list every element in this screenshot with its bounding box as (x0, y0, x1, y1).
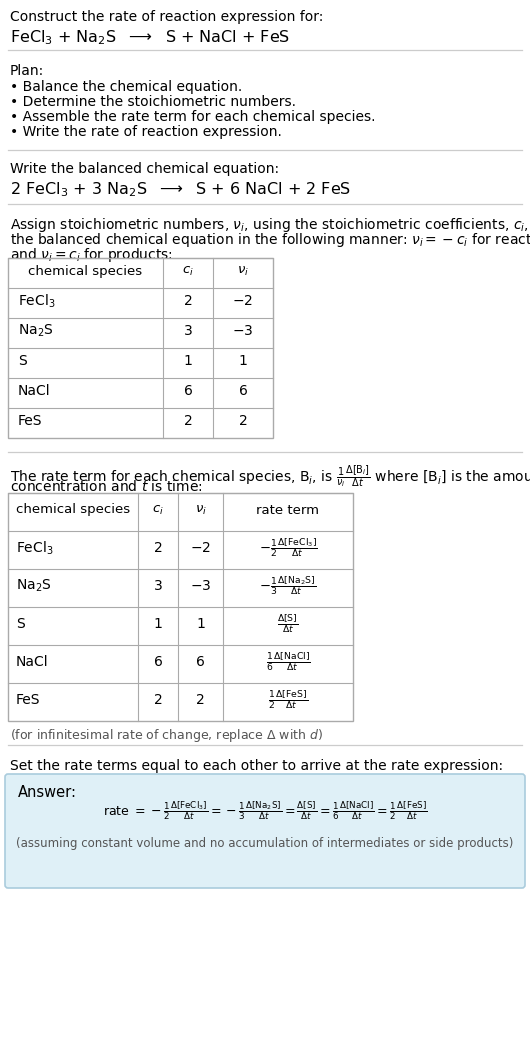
Text: $\nu_i$: $\nu_i$ (237, 265, 249, 277)
Text: The rate term for each chemical species, B$_i$, is $\frac{1}{\nu_i}\frac{\Delta[: The rate term for each chemical species,… (10, 464, 530, 490)
Text: the balanced chemical equation in the following manner: $\nu_i = -c_i$ for react: the balanced chemical equation in the fo… (10, 231, 530, 249)
Text: 6: 6 (196, 655, 205, 669)
Text: $-3$: $-3$ (232, 324, 254, 338)
Text: 2: 2 (183, 414, 192, 428)
Text: (assuming constant volume and no accumulation of intermediates or side products): (assuming constant volume and no accumul… (16, 837, 514, 849)
Text: FeCl$_3$ + Na$_2$S  $\longrightarrow$  S + NaCl + FeS: FeCl$_3$ + Na$_2$S $\longrightarrow$ S +… (10, 28, 290, 47)
Text: 6: 6 (238, 384, 248, 398)
Text: $\frac{1}{6}\frac{\Delta[\mathrm{NaCl}]}{\Delta t}$: $\frac{1}{6}\frac{\Delta[\mathrm{NaCl}]}… (266, 651, 311, 673)
Text: $\nu_i$: $\nu_i$ (195, 503, 207, 517)
Text: FeS: FeS (18, 414, 42, 428)
Text: 6: 6 (183, 384, 192, 398)
Text: 1: 1 (183, 354, 192, 368)
Text: chemical species: chemical species (29, 265, 143, 277)
Text: FeCl$_3$: FeCl$_3$ (18, 293, 56, 309)
Text: S: S (16, 617, 25, 631)
Text: chemical species: chemical species (16, 503, 130, 517)
Text: 2: 2 (154, 541, 162, 555)
Text: $c_i$: $c_i$ (152, 503, 164, 517)
Text: • Assemble the rate term for each chemical species.: • Assemble the rate term for each chemic… (10, 110, 375, 124)
Text: 2 FeCl$_3$ + 3 Na$_2$S  $\longrightarrow$  S + 6 NaCl + 2 FeS: 2 FeCl$_3$ + 3 Na$_2$S $\longrightarrow$… (10, 180, 351, 199)
Text: • Balance the chemical equation.: • Balance the chemical equation. (10, 80, 242, 94)
Text: rate $= -\frac{1}{2}\frac{\Delta[\mathrm{FeCl_3}]}{\Delta t} = -\frac{1}{3}\frac: rate $= -\frac{1}{2}\frac{\Delta[\mathrm… (103, 799, 427, 822)
Text: rate term: rate term (257, 503, 320, 517)
Text: Construct the rate of reaction expression for:: Construct the rate of reaction expressio… (10, 10, 323, 24)
Text: FeS: FeS (16, 693, 40, 708)
Text: 6: 6 (154, 655, 162, 669)
Text: 2: 2 (238, 414, 248, 428)
Text: Plan:: Plan: (10, 64, 44, 78)
Text: Na$_2$S: Na$_2$S (16, 578, 51, 594)
Text: Na$_2$S: Na$_2$S (18, 323, 54, 340)
Text: $-2$: $-2$ (233, 294, 253, 308)
FancyBboxPatch shape (5, 774, 525, 888)
Text: 3: 3 (154, 579, 162, 593)
Text: NaCl: NaCl (16, 655, 49, 669)
Text: • Determine the stoichiometric numbers.: • Determine the stoichiometric numbers. (10, 95, 296, 109)
Text: (for infinitesimal rate of change, replace Δ with $d$): (for infinitesimal rate of change, repla… (10, 727, 323, 744)
Text: 1: 1 (154, 617, 162, 631)
Text: $-\frac{1}{3}\frac{\Delta[\mathrm{Na_2S}]}{\Delta t}$: $-\frac{1}{3}\frac{\Delta[\mathrm{Na_2S}… (259, 574, 316, 597)
Text: $\frac{1}{2}\frac{\Delta[\mathrm{FeS}]}{\Delta t}$: $\frac{1}{2}\frac{\Delta[\mathrm{FeS}]}{… (268, 689, 308, 711)
Text: 2: 2 (196, 693, 205, 708)
Bar (8, 258, 273, 438)
Text: 2: 2 (154, 693, 162, 708)
Text: 2: 2 (183, 294, 192, 308)
Text: Answer:: Answer: (18, 785, 77, 800)
Text: S: S (18, 354, 26, 368)
Text: $-3$: $-3$ (190, 579, 211, 593)
Text: 1: 1 (196, 617, 205, 631)
Text: 3: 3 (183, 324, 192, 338)
Text: FeCl$_3$: FeCl$_3$ (16, 540, 54, 556)
Text: • Write the rate of reaction expression.: • Write the rate of reaction expression. (10, 125, 282, 139)
Text: and $\nu_i = c_i$ for products:: and $\nu_i = c_i$ for products: (10, 246, 173, 264)
Text: $-\frac{1}{2}\frac{\Delta[\mathrm{FeCl_3}]}{\Delta t}$: $-\frac{1}{2}\frac{\Delta[\mathrm{FeCl_3… (259, 537, 317, 560)
Text: NaCl: NaCl (18, 384, 51, 398)
Text: $c_i$: $c_i$ (182, 265, 194, 277)
Text: Set the rate terms equal to each other to arrive at the rate expression:: Set the rate terms equal to each other t… (10, 759, 503, 773)
Text: Assign stoichiometric numbers, $\nu_i$, using the stoichiometric coefficients, $: Assign stoichiometric numbers, $\nu_i$, … (10, 216, 530, 234)
Bar (8, 493, 353, 721)
Text: concentration and $t$ is time:: concentration and $t$ is time: (10, 479, 202, 494)
Text: Write the balanced chemical equation:: Write the balanced chemical equation: (10, 162, 279, 176)
Text: $-2$: $-2$ (190, 541, 211, 555)
Text: $\frac{\Delta[\mathrm{S}]}{\Delta t}$: $\frac{\Delta[\mathrm{S}]}{\Delta t}$ (277, 613, 299, 635)
Text: 1: 1 (238, 354, 248, 368)
